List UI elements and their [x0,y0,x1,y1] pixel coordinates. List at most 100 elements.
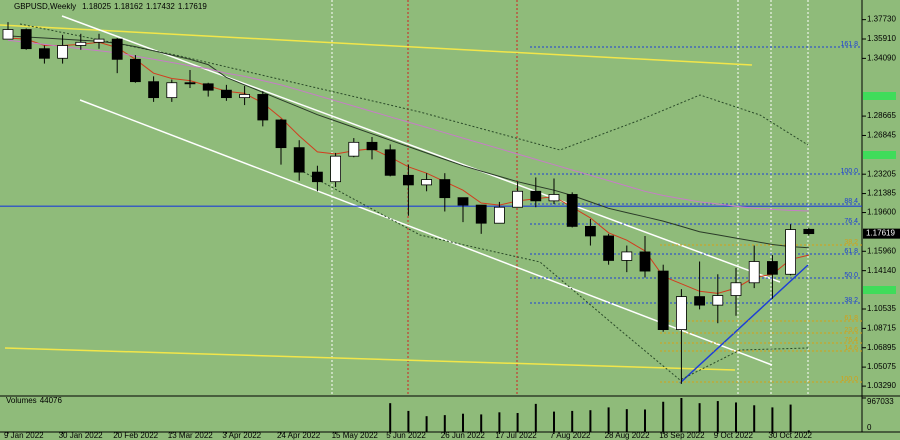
x-tick-label: 20 Feb 2022 [113,431,158,440]
candle-body [57,45,68,59]
trend-line [679,264,809,384]
y-tick-label: 1.26845 [867,131,896,140]
candle-body [548,194,560,202]
x-tick-label: 30 Jan 2022 [59,431,104,440]
fib-label: 23.6 [844,327,858,334]
x-tick-label: 15 May 2022 [332,431,379,440]
candle-body [184,82,196,85]
candle-body [257,94,269,121]
indicator-line [7,35,809,249]
candle-body [803,228,815,235]
alert-box [863,92,896,100]
candle-body [748,261,760,284]
candle-body [694,296,705,306]
x-tick-label: 13 Mar 2022 [168,431,213,440]
candle-body [603,235,614,261]
candle-body [129,58,141,83]
candle-body [585,225,596,237]
x-tick-label: 26 Jun 2022 [441,431,486,440]
fib-label: 38.2 [844,239,858,246]
fib-label: 100.0 [840,168,858,175]
y-tick-label: 1.28665 [867,111,896,120]
chart-title: GBPUSD,Weekly 1.18025 1.18162 1.17432 1.1761… [14,2,207,11]
fib-label: 161.8 [840,41,858,48]
y-tick-label: 1.35910 [867,34,896,43]
candle-body [712,295,724,306]
ohlc-close: 1.17619 [178,2,207,11]
volume-title: Volumes 44076 [6,396,62,405]
ohlc-high: 1.18162 [114,2,143,11]
volume-name: Volumes [6,396,37,405]
fib-label: 38.2 [844,297,858,304]
candle-body [202,83,214,91]
x-tick-label: 17 Jul 2022 [495,431,537,440]
band-line [19,23,809,151]
y-tick-label: 1.23205 [867,169,896,178]
x-tick-label: 9 Oct 2022 [714,431,754,440]
y-tick-label: 1.03290 [867,381,896,390]
candle-body [20,29,32,50]
x-tick-label: 3 Apr 2022 [222,431,261,440]
candle-body [366,141,378,151]
candle-body [530,190,542,202]
plot: 1.37730 1.35910 1.34090 1.28665 1.26845 1.232… [0,15,900,440]
candle-body [475,204,487,224]
indicator-line [7,39,809,212]
candle-body [330,155,342,183]
candle-body [566,194,578,227]
fib-label: 76.4 [844,337,858,344]
fib-label: 76.4 [844,218,858,225]
volume-last: 44076 [40,396,63,405]
candle-body [348,141,360,157]
fib-label: 61.8 [844,315,858,322]
y-tick-label: 1.06895 [867,343,896,352]
candle-body [239,94,251,99]
candle-body [93,38,105,43]
candle-body [730,282,742,296]
y-tick-label: 1.05075 [867,362,896,371]
candle-body [39,48,50,59]
y-tick-label: 1.08715 [867,323,896,332]
x-tick-label: 18 Sep 2022 [659,431,705,440]
band-line [299,169,809,381]
alert-box [863,151,896,159]
fib-label: 50.0 [844,272,858,279]
trend-line [4,347,736,371]
candle-body [457,197,469,206]
candle-body [166,82,178,99]
candle-body [384,149,396,176]
candle-body [657,270,669,331]
candle-body [493,206,505,224]
channel-line [79,99,773,366]
candle-body [421,179,433,186]
fib-label: 88.4 [844,198,858,205]
price-box [863,228,900,239]
candle-body [311,171,323,183]
trend-line [0,24,753,66]
x-tick-label: 30 Oct 2022 [768,431,812,440]
candle-body [2,29,14,40]
candle-body [439,179,451,199]
fib-label: 14.6 [844,345,858,352]
fib-label: 61.8 [844,248,858,255]
x-tick-label: 28 Aug 2022 [605,431,650,440]
ohlc-low: 1.17432 [146,2,175,11]
candle-body [275,119,287,149]
ohlc-open: 1.18025 [82,2,111,11]
y-tick-label: 1.15960 [867,246,896,255]
symbol: GBPUSD,Weekly [14,2,76,11]
x-tick-label: 9 Jan 2022 [4,431,44,440]
y-tick-label: 1.19600 [867,208,896,217]
candle-body [75,41,87,46]
candle-body [220,89,232,99]
x-tick-label: 5 Jun 2022 [386,431,426,440]
candle-body [785,229,796,275]
volume-tick-label: 0 [867,423,872,432]
candle-body [621,251,633,261]
candle-body [512,190,523,208]
y-tick-label: 1.37730 [867,15,896,24]
candle-body [402,174,414,186]
x-tick-label: 7 Aug 2022 [550,431,591,440]
